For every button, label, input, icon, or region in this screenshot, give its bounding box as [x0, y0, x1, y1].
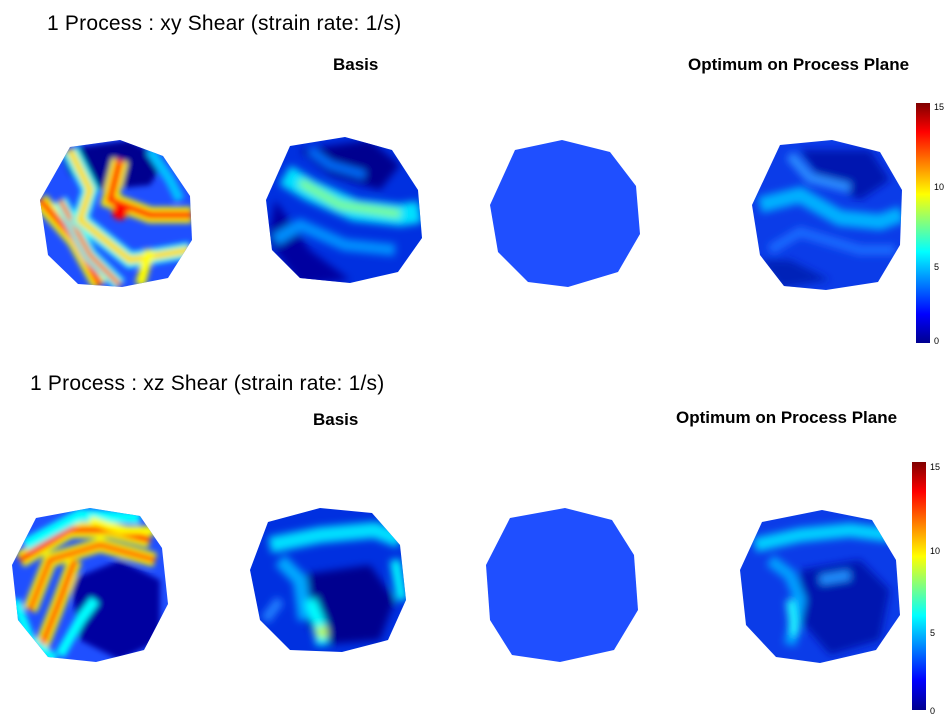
colorbar-xy	[916, 103, 930, 343]
colorbar-xz	[912, 462, 926, 710]
colorbar-xz-tick-10: 10	[930, 546, 941, 556]
colorbar-xz-tick-5: 5	[930, 628, 936, 638]
plot-xy-reference	[40, 140, 192, 287]
section-2-title: 1 Process : xz Shear (strain rate: 1/s)	[30, 372, 385, 395]
plot-xz-optimum	[740, 510, 900, 663]
colorbar-xy-tick-15: 15	[934, 102, 945, 112]
plot-xy-basis	[266, 137, 422, 283]
section-1-title: 1 Process : xy Shear (strain rate: 1/s)	[47, 12, 402, 35]
colorbar-xy-tick-10: 10	[934, 182, 945, 192]
plot-xz-basis	[250, 508, 406, 652]
plot-xz-reference	[12, 508, 168, 662]
section-2-basis-label: Basis	[313, 410, 359, 429]
plot-xy-uniform	[490, 140, 640, 287]
section-2-optimum-label: Optimum on Process Plane	[676, 408, 898, 427]
plot-xy-optimum	[752, 140, 902, 290]
colorbar-xy-tick-0: 0	[934, 336, 940, 346]
colorbar-xz-tick-15: 15	[930, 462, 941, 472]
plot-xz-uniform	[486, 508, 638, 662]
section-1-basis-label: Basis	[333, 55, 379, 74]
colorbar-xy-tick-5: 5	[934, 262, 940, 272]
section-1-optimum-label: Optimum on Process Plane	[688, 55, 910, 74]
colorbar-xz-tick-0: 0	[930, 706, 936, 716]
